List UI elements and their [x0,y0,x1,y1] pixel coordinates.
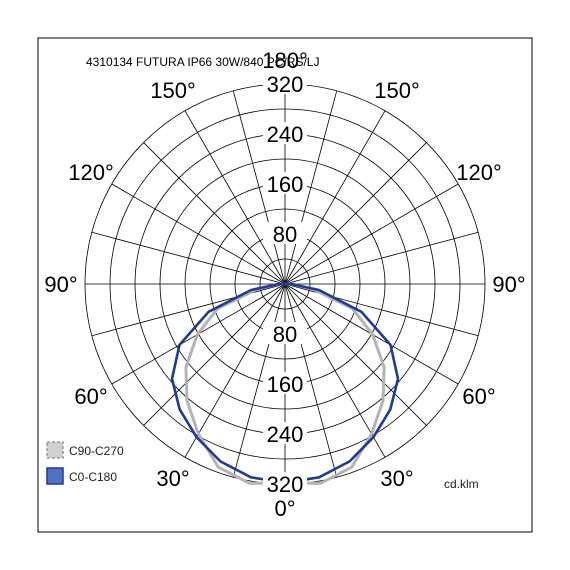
radial-tick-label: 320 [267,72,304,97]
legend-swatch [46,467,64,485]
grid-spoke [284,90,338,285]
grid-spoke [284,283,338,478]
grid-spoke [143,283,286,426]
legend-label: C90-C270 [69,444,124,458]
radial-label-bg [263,72,307,94]
chart-title: 4310134 FUTURA IP66 30W/840 PC/RS/LJ [86,55,319,69]
radial-tick-label: 160 [267,172,304,197]
grid-spoke [284,183,459,285]
legend: C90-C270 C0-C180 [46,441,124,485]
radial-tick-label: 80 [273,222,297,247]
radial-tick-label: 240 [267,422,304,447]
grid-spoke [111,183,286,285]
radial-tick-label: 320 [267,472,304,497]
angle-label: 30° [156,466,189,491]
grid-spoke [284,110,386,285]
grid-spoke [284,231,479,285]
angle-label: 150° [150,78,196,103]
angle-label: 180° [262,48,308,73]
grid-spoke [232,283,286,478]
angle-label: 90° [44,272,77,297]
angle-label: 90° [492,272,525,297]
grid-spoke [91,231,286,285]
radial-label-bg [263,122,307,144]
grid-spoke [284,283,427,426]
unit-label: cd.klm [444,477,479,491]
radial-tick-label: 240 [267,122,304,147]
radial-label-bg [263,422,307,444]
angle-label: 120° [68,160,114,185]
radial-labels: 80 160 240 320 80 160 240 320 [263,72,307,497]
grid-spoke [284,283,386,458]
angle-label: 30° [380,466,413,491]
grid-spoke [184,110,286,285]
polar-grid [84,83,486,485]
radial-tick-label: 80 [273,322,297,347]
grid-spoke [143,142,286,285]
grid-spoke [184,283,286,458]
grid-spoke [232,90,286,285]
radial-label-bg [263,222,307,244]
angle-label: 60° [74,384,107,409]
angle-label: 60° [462,384,495,409]
angle-label: 0° [274,496,295,521]
legend-swatch [46,441,64,459]
radial-tick-label: 160 [267,372,304,397]
angle-label: 120° [456,160,502,185]
radial-label-bg [263,322,307,344]
angle-label: 150° [374,78,420,103]
radial-label-bg [263,472,307,494]
radial-label-bg [263,172,307,194]
grid-spoke [284,142,427,285]
radial-label-bg [263,372,307,394]
legend-label: C0-C180 [69,470,117,484]
angle-labels: 180° 150° 150° 120° 120° 90° 90° 60° 60° 30° 30° 0° [44,48,525,521]
